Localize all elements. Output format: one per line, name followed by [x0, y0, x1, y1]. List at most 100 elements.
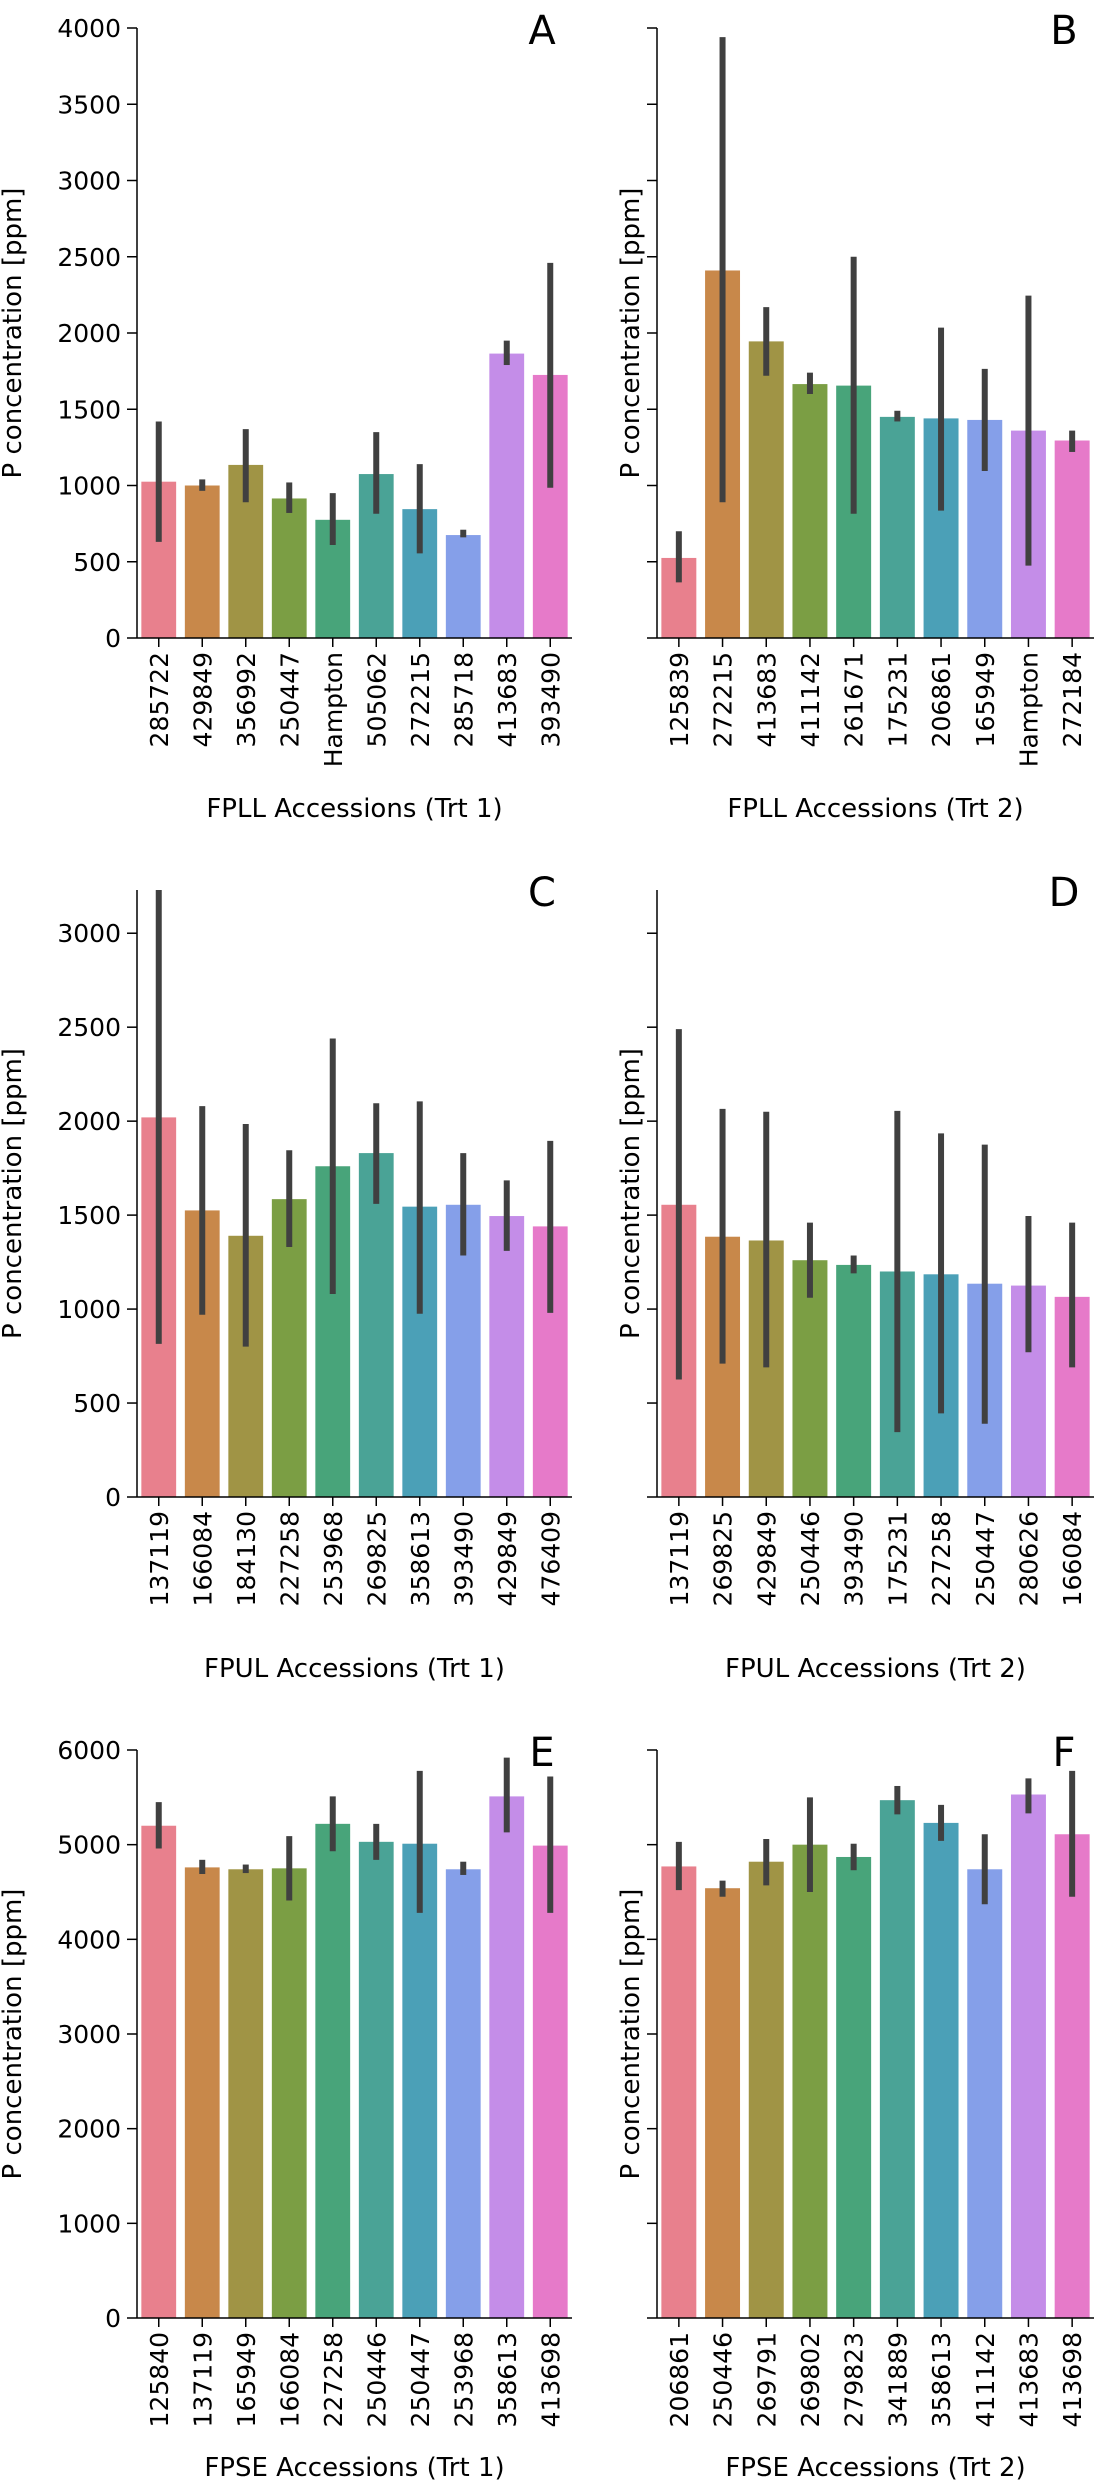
x-axis-label: FPUL Accessions (Trt 2): [725, 1654, 1026, 1684]
x-tick-label: 272184: [1058, 652, 1087, 747]
x-tick-label: 206861: [665, 2332, 694, 2427]
bar: [836, 1264, 872, 1497]
bar: [271, 1868, 307, 2318]
y-tick-label: 2500: [57, 1013, 121, 1042]
bar: [836, 1856, 872, 2318]
x-tick-label: 341889: [883, 2332, 912, 2427]
x-tick-label: 279823: [840, 2332, 869, 2427]
panel-letter: D: [1049, 870, 1080, 916]
x-tick-label: 269802: [796, 2332, 825, 2427]
panel-a: 285722 429849 356992 250447 Hampton 505062 272…: [0, 8, 572, 824]
bar: [1054, 1834, 1090, 2318]
x-axis-label: FPLL Accessions (Trt 1): [206, 794, 502, 824]
bar: [489, 353, 525, 638]
x-tick-label: 356992: [232, 652, 261, 747]
x-tick-label: 250446: [796, 1511, 825, 1606]
x-tick-label: 250447: [406, 2332, 435, 2427]
panel-d: 137119 269825 429849 250446 393490 175231 2272…: [616, 870, 1094, 1684]
x-tick-label: 413698: [536, 2332, 565, 2427]
panel-letter: A: [528, 8, 556, 54]
bar: [879, 416, 915, 638]
bar: [792, 384, 828, 638]
x-tick-label: 272215: [406, 652, 435, 747]
x-tick-label: 227258: [275, 1511, 304, 1606]
bar: [228, 1869, 264, 2318]
bar: [184, 1867, 220, 2318]
y-tick-label: 1000: [57, 472, 121, 501]
panel-letter: E: [529, 1730, 554, 1776]
x-tick-label: 285718: [449, 652, 478, 747]
y-tick-label: 4000: [57, 1925, 121, 1954]
x-tick-label: 125840: [145, 2332, 174, 2427]
y-tick-label: 2000: [57, 1107, 121, 1136]
x-tick-label: 280626: [1014, 1511, 1043, 1606]
y-tick-label: 0: [105, 1483, 121, 1512]
panel-c: 137119 166084 184130 227258 253968 269825 3586…: [0, 870, 572, 1684]
y-tick-label: 0: [105, 2304, 121, 2333]
x-tick-label: 429849: [493, 1511, 522, 1606]
x-tick-label: 285722: [145, 652, 174, 747]
y-tick-label: 500: [73, 548, 121, 577]
x-tick-label: 166084: [1058, 1511, 1087, 1606]
y-tick-label: 3000: [57, 2020, 121, 2049]
bar: [358, 1841, 394, 2318]
x-tick-label: 165949: [232, 2332, 261, 2427]
bar: [879, 1800, 915, 2318]
x-tick-label: 175231: [883, 1511, 912, 1606]
x-tick-label: 137119: [145, 1511, 174, 1606]
y-tick-label: 2000: [57, 2115, 121, 2144]
y-tick-label: 1000: [57, 1295, 121, 1324]
bar: [748, 341, 784, 638]
bar: [402, 1843, 438, 2318]
x-axis-label: FPLL Accessions (Trt 2): [727, 794, 1023, 824]
bar: [489, 1796, 525, 2318]
bar: [748, 1861, 784, 2318]
y-tick-label: 0: [105, 624, 121, 653]
x-tick-label: 253968: [319, 1511, 348, 1606]
bar: [792, 1844, 828, 2318]
y-tick-label: 1000: [57, 2209, 121, 2238]
x-axis-label: FPUL Accessions (Trt 1): [204, 1654, 505, 1684]
x-axis-label: FPSE Accessions (Trt 1): [204, 2453, 504, 2482]
x-tick-label: 393490: [449, 1511, 478, 1606]
bar: [489, 1216, 525, 1497]
x-tick-label: 184130: [232, 1511, 261, 1606]
bar: [661, 1866, 697, 2318]
panel-letter: C: [528, 870, 556, 916]
bar: [184, 485, 220, 638]
x-tick-label: 250446: [362, 2332, 391, 2427]
bar: [358, 1153, 394, 1497]
y-axis-label: P concentration [ppm]: [0, 188, 28, 479]
y-tick-label: 3000: [57, 167, 121, 196]
x-tick-label: 413683: [1014, 2332, 1043, 2427]
y-tick-label: 2500: [57, 243, 121, 272]
x-tick-label: 227258: [319, 2332, 348, 2427]
bar: [532, 1845, 568, 2318]
y-axis-label: P concentration [ppm]: [616, 1048, 646, 1339]
x-tick-label: 175231: [883, 652, 912, 747]
x-tick-label: 393490: [840, 1511, 869, 1606]
y-tick-label: 2000: [57, 319, 121, 348]
x-tick-label: 269825: [362, 1511, 391, 1606]
x-tick-label: 166084: [275, 2332, 304, 2427]
bar: [967, 1869, 1003, 2318]
x-tick-label: 269825: [709, 1511, 738, 1606]
bar: [271, 1199, 307, 1497]
x-tick-label: Hampton: [1014, 652, 1043, 767]
y-tick-label: 4000: [57, 14, 121, 43]
bar: [1010, 1794, 1046, 2318]
x-tick-label: 137119: [665, 1511, 694, 1606]
bar: [923, 1822, 959, 2318]
x-tick-label: 227258: [927, 1511, 956, 1606]
x-tick-label: 411142: [971, 2332, 1000, 2427]
x-tick-label: 358613: [406, 1511, 435, 1606]
x-tick-label: 166084: [188, 1511, 217, 1606]
bar: [445, 1869, 481, 2318]
x-tick-label: 137119: [188, 2332, 217, 2427]
x-tick-label: 125839: [665, 652, 694, 747]
x-tick-label: 250446: [709, 2332, 738, 2427]
bar: [315, 1823, 351, 2318]
bar: [705, 1888, 741, 2318]
bar: [445, 535, 481, 638]
